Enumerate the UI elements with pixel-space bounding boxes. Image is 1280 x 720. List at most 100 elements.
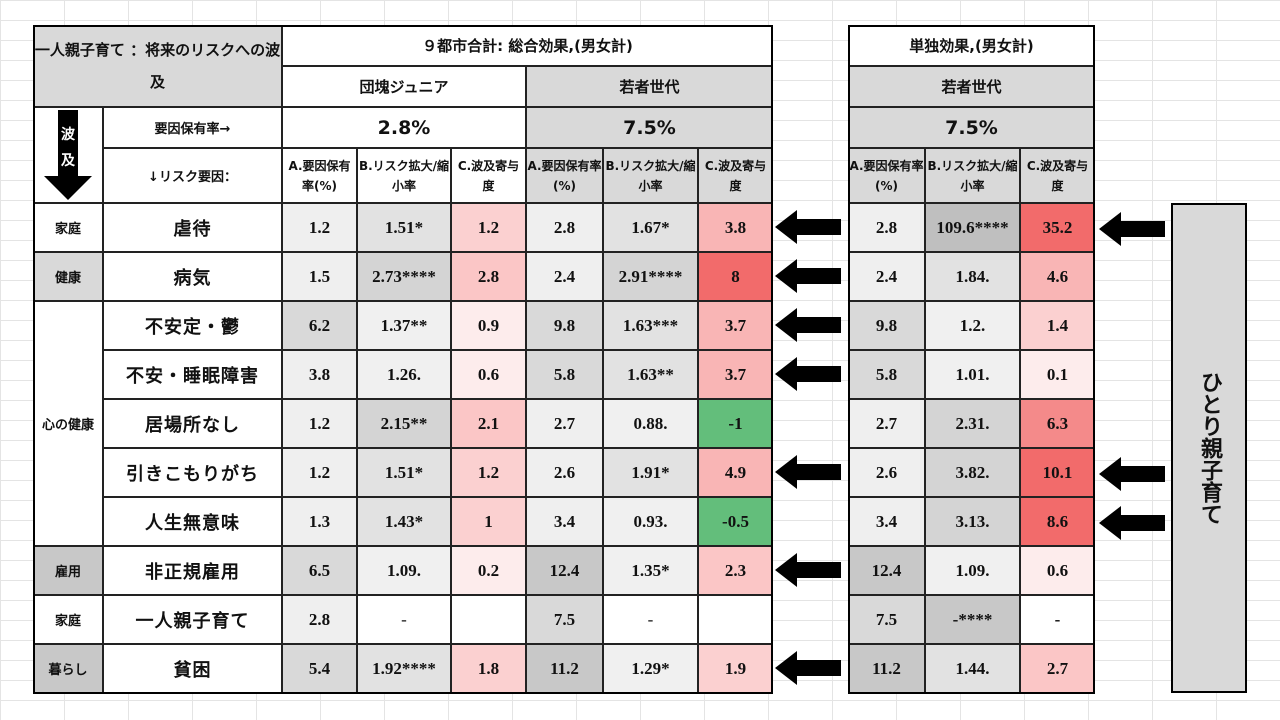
- down-arrow-icon: [44, 110, 92, 200]
- data-cell: 2.8: [282, 595, 357, 644]
- data-cell: 4.6: [1020, 252, 1095, 301]
- data-cell: 3.8: [698, 203, 773, 252]
- left-arrow-icon: [775, 259, 841, 293]
- column-header: A.要因保有率(%): [848, 148, 925, 203]
- table-title: 一人親子育て ：将来のリスクへの波及: [33, 25, 282, 107]
- data-cell: 1.51*: [357, 448, 451, 497]
- data-cell: 0.9: [451, 301, 526, 350]
- risk-label: 居場所なし: [103, 399, 282, 448]
- risk-label: 不安・睡眠障害: [103, 350, 282, 399]
- data-cell: 0.88.: [603, 399, 698, 448]
- data-cell: 5.4: [282, 644, 357, 693]
- data-cell: 1.2: [451, 448, 526, 497]
- data-cell: 2.7: [1020, 644, 1095, 693]
- data-cell: 1.51*: [357, 203, 451, 252]
- data-cell: 11.2: [848, 644, 925, 693]
- risk-label: 不安定・鬱: [103, 301, 282, 350]
- data-cell: 0.2: [451, 546, 526, 595]
- data-cell: 1.4: [1020, 301, 1095, 350]
- risk-label: 人生無意味: [103, 497, 282, 546]
- data-cell: 3.13.: [925, 497, 1020, 546]
- data-cell: 8.6: [1020, 497, 1095, 546]
- data-cell: 0.1: [1020, 350, 1095, 399]
- data-cell: 3.4: [848, 497, 925, 546]
- rate-single: 7.5%: [848, 107, 1095, 148]
- column-header: B.リスク拡大/縮小率: [357, 148, 451, 203]
- data-cell: 10.1: [1020, 448, 1095, 497]
- left-arrow-icon: [775, 651, 841, 685]
- data-cell: 2.73****: [357, 252, 451, 301]
- data-cell: -: [357, 595, 451, 644]
- data-cell: 109.6****: [925, 203, 1020, 252]
- data-cell: 0.93.: [603, 497, 698, 546]
- group-total-header: ９都市合計: 総合効果,(男女計): [282, 25, 773, 66]
- left-arrow-icon: [775, 357, 841, 391]
- data-cell: 2.1: [451, 399, 526, 448]
- data-cell: -****: [925, 595, 1020, 644]
- data-cell: 1.2: [282, 448, 357, 497]
- data-cell: 2.6: [848, 448, 925, 497]
- wave-arrow-cell: 波及: [33, 107, 103, 203]
- category-label: 心の健康: [33, 301, 103, 546]
- left-arrow-icon: [1099, 457, 1165, 491]
- data-cell: -: [603, 595, 698, 644]
- data-cell: 9.8: [526, 301, 603, 350]
- data-cell: 5.8: [526, 350, 603, 399]
- data-cell: 1.92****: [357, 644, 451, 693]
- data-cell: 6.2: [282, 301, 357, 350]
- data-cell: 2.8: [848, 203, 925, 252]
- risk-label: 非正規雇用: [103, 546, 282, 595]
- data-cell: 1.35*: [603, 546, 698, 595]
- gen-junior-header: 団塊ジュニア: [282, 66, 526, 107]
- risk-label: 引きこもりがち: [103, 448, 282, 497]
- data-cell: 1: [451, 497, 526, 546]
- data-cell: 35.2: [1020, 203, 1095, 252]
- data-cell: [451, 595, 526, 644]
- data-cell: 0.6: [451, 350, 526, 399]
- wave-arrow-text: 波及: [61, 127, 75, 169]
- data-cell: 1.2.: [925, 301, 1020, 350]
- data-cell: 3.82.: [925, 448, 1020, 497]
- left-arrow-icon: [1099, 506, 1165, 540]
- data-cell: 1.01.: [925, 350, 1020, 399]
- data-cell: 1.63**: [603, 350, 698, 399]
- data-cell: 1.5: [282, 252, 357, 301]
- data-cell: 4.9: [698, 448, 773, 497]
- left-arrow-icon: [775, 553, 841, 587]
- data-cell: 1.26.: [357, 350, 451, 399]
- data-cell: 1.91*: [603, 448, 698, 497]
- data-cell: 6.5: [282, 546, 357, 595]
- risk-label: 病気: [103, 252, 282, 301]
- risk-label: 一人親子育て: [103, 595, 282, 644]
- data-cell: 3.7: [698, 350, 773, 399]
- data-cell: 2.15**: [357, 399, 451, 448]
- data-cell: 1.09.: [357, 546, 451, 595]
- data-cell: 1.2: [282, 203, 357, 252]
- risk-label: 貧困: [103, 644, 282, 693]
- risk-factor-label: ↓リスク要因：: [103, 148, 282, 203]
- data-cell: 1.8: [451, 644, 526, 693]
- data-cell: 2.4: [526, 252, 603, 301]
- column-header: C.波及寄与度: [698, 148, 773, 203]
- data-cell: 5.8: [848, 350, 925, 399]
- data-cell: 1.37**: [357, 301, 451, 350]
- data-cell: 1.67*: [603, 203, 698, 252]
- column-header: B.リスク拡大/縮小率: [925, 148, 1020, 203]
- data-cell: 2.4: [848, 252, 925, 301]
- data-cell: 3.4: [526, 497, 603, 546]
- left-arrow-icon: [1099, 212, 1165, 246]
- rate-junior: 2.8%: [282, 107, 526, 148]
- data-cell: -: [1020, 595, 1095, 644]
- column-header: C.波及寄与度: [451, 148, 526, 203]
- category-label: 暮らし: [33, 644, 103, 693]
- data-cell: -0.5: [698, 497, 773, 546]
- category-label: 雇用: [33, 546, 103, 595]
- data-cell: 1.2: [451, 203, 526, 252]
- rate-row-label: 要因保有率→: [103, 107, 282, 148]
- data-cell: 1.84.: [925, 252, 1020, 301]
- data-cell: 8: [698, 252, 773, 301]
- left-arrow-icon: [775, 455, 841, 489]
- category-label: 健康: [33, 252, 103, 301]
- data-cell: 2.7: [848, 399, 925, 448]
- data-cell: 3.7: [698, 301, 773, 350]
